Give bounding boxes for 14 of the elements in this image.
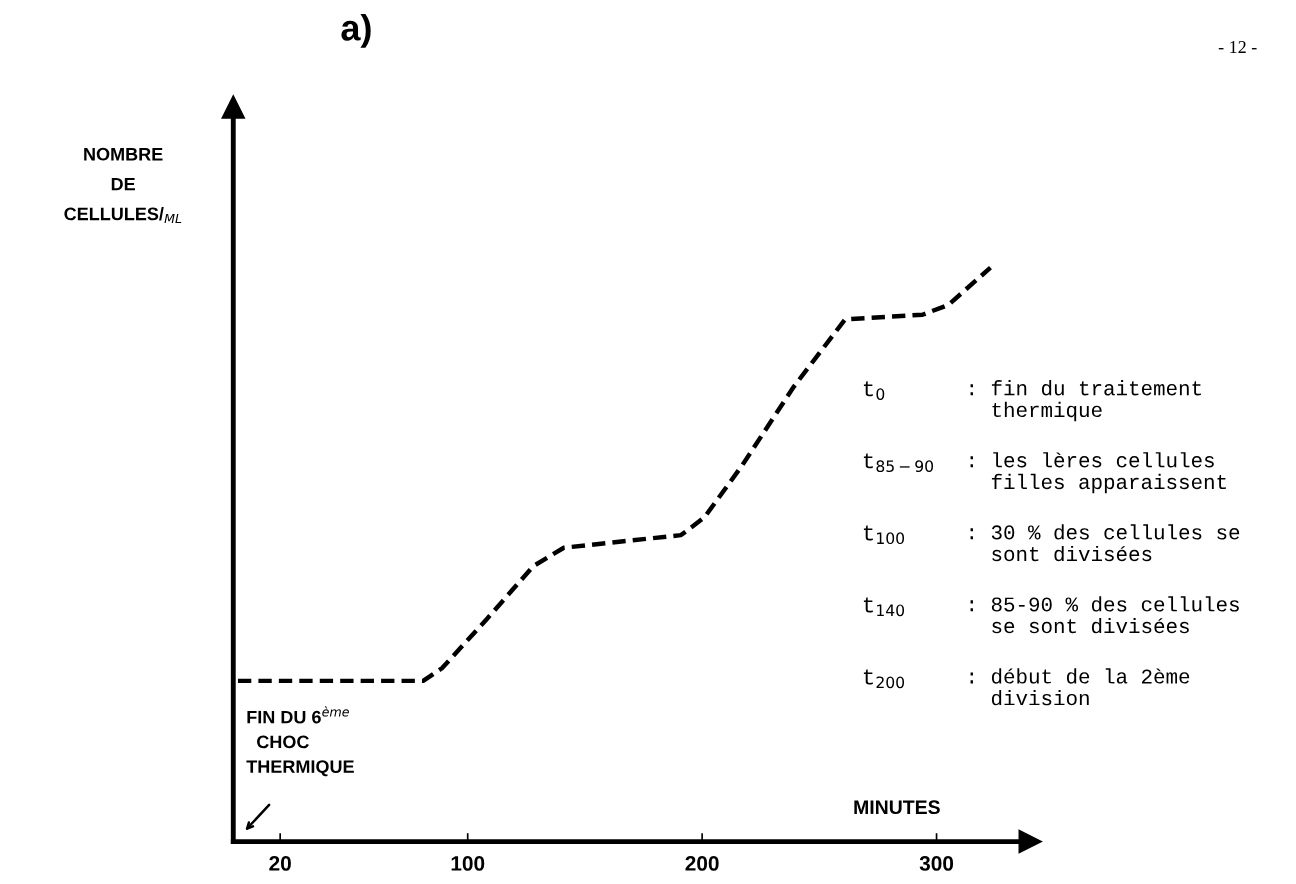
x-tick-label: 20 [269,856,291,871]
x-tick-label: 300 [919,856,954,871]
x-tick-label: 200 [685,856,719,871]
x-axis-title: MINUTES [854,800,940,815]
chart-title: a) [341,14,371,48]
y-axis-title: NOMBRE DE CELLULES/$_{ML}$ [64,147,182,224]
text: t$_{200}$ : début de la 2ème division [863,668,1190,706]
text: t$_{100}$ : 30 % des cellules se sont divisées [863,524,1240,562]
text: t$_{0}$ : fin du traitement thermique [863,380,1201,422]
text: t$_{140}$ : 85-90 % des cellules se sont divisées [863,596,1239,634]
text: t$_{85−90}$ : les lères cellules filles apparaissent [863,452,1226,494]
x-tick-label: 100 [451,856,485,871]
text: FIN DU 6$^{ème}$ CHOC THERMIQUE [246,706,354,777]
text: - 12 - [1218,41,1257,53]
